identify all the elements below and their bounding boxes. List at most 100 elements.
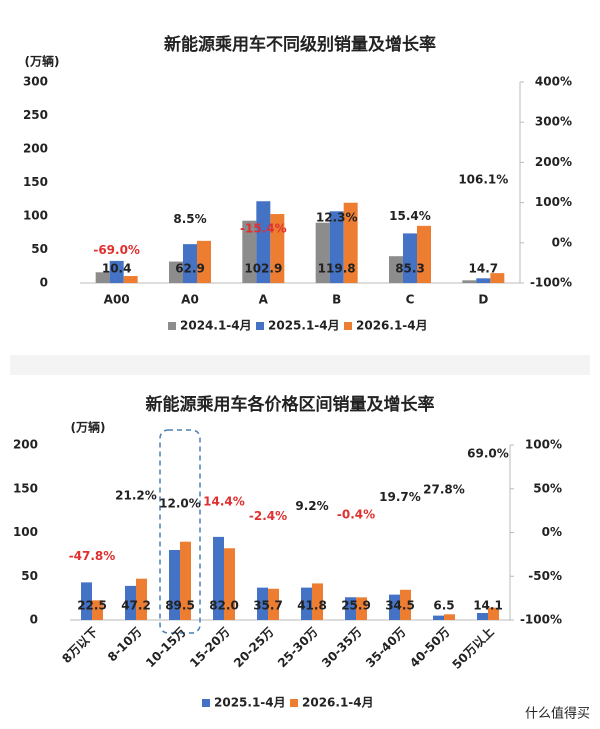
- y-tick-label: 0: [40, 276, 48, 290]
- growth-label: 9.2%: [295, 499, 328, 513]
- bar: [180, 541, 191, 620]
- growth-label: 21.2%: [115, 488, 157, 502]
- x-tick-label: D: [478, 293, 488, 307]
- y2-tick-label: 200%: [535, 155, 572, 169]
- data-label: 89.5: [165, 599, 195, 613]
- bar: [95, 272, 110, 283]
- bar: [462, 280, 477, 283]
- bar: [490, 273, 505, 283]
- bar: [270, 214, 285, 283]
- data-label: 10.4: [102, 262, 132, 276]
- legend-label: 2025.1-4月: [268, 319, 340, 333]
- y2-tick-label: -50%: [528, 569, 562, 583]
- bar: [356, 597, 367, 620]
- growth-label: 12.0%: [159, 497, 201, 511]
- data-label: 82.0: [209, 599, 239, 613]
- y-tick-label: 50: [21, 569, 38, 583]
- data-label: 14.1: [473, 599, 503, 613]
- bar: [312, 583, 323, 620]
- chart-title: 新能源乘用车各价格区间销量及增长率: [146, 394, 435, 415]
- bar: [433, 615, 444, 620]
- y-tick-label: 150: [23, 175, 48, 189]
- legend-swatch: [202, 699, 210, 707]
- y2-tick-label: 0%: [552, 235, 572, 249]
- legend-swatch: [290, 699, 298, 707]
- bar: [329, 211, 344, 283]
- data-label: 119.8: [318, 262, 356, 276]
- x-tick-label: A: [259, 293, 269, 307]
- bar: [197, 240, 211, 283]
- growth-label: -0.4%: [337, 507, 375, 521]
- y-tick-label: 300: [23, 75, 48, 89]
- bar: [343, 202, 358, 283]
- growth-label: 69.0%: [467, 447, 509, 461]
- bar: [257, 587, 268, 620]
- y2-tick-label: 0%: [542, 525, 562, 539]
- bar: [444, 614, 455, 620]
- y-tick-label: 200: [13, 438, 38, 452]
- y-axis-label: (万辆): [25, 54, 60, 69]
- growth-label: 15.4%: [389, 209, 431, 223]
- data-label: 102.9: [244, 262, 282, 276]
- growth-label: 106.1%: [458, 173, 508, 187]
- y2-tick-label: 50%: [533, 481, 562, 495]
- legend-label: 2026.1-4月: [302, 696, 374, 710]
- data-label: 6.5: [433, 599, 454, 613]
- legend-label: 2025.1-4月: [214, 696, 286, 710]
- bar: [301, 587, 312, 620]
- y-tick-label: 200: [23, 142, 48, 156]
- x-tick-label: A00: [104, 293, 130, 307]
- legend-swatch: [344, 322, 352, 330]
- data-label: 14.7: [469, 262, 499, 276]
- bar: [213, 536, 224, 620]
- separator: [10, 355, 590, 375]
- chart-title: 新能源乘用车不同级别销量及增长率: [164, 34, 436, 55]
- growth-label: -69.0%: [93, 243, 140, 257]
- bar: [242, 220, 257, 283]
- watermark: 什么值得买: [525, 706, 590, 722]
- y2-tick-label: 400%: [535, 75, 572, 89]
- growth-label: 27.8%: [423, 483, 465, 497]
- data-label: 41.8: [297, 599, 327, 613]
- data-label: 34.5: [385, 599, 415, 613]
- bar: [268, 588, 279, 620]
- growth-label: 8.5%: [173, 212, 206, 226]
- bar: [477, 613, 488, 620]
- bar: [400, 589, 411, 620]
- growth-label: -2.4%: [249, 509, 287, 523]
- legend-label: 2024.1-4月: [180, 319, 252, 333]
- growth-label: 19.7%: [379, 490, 421, 504]
- y2-tick-label: -100%: [530, 276, 572, 290]
- growth-label: -47.8%: [69, 549, 116, 563]
- bar: [389, 594, 400, 620]
- data-label: 85.3: [395, 262, 425, 276]
- x-tick-label: A0: [181, 293, 199, 307]
- growth-label: 12.3%: [316, 210, 358, 224]
- data-label: 35.7: [253, 599, 283, 613]
- bar: [389, 256, 403, 283]
- y-tick-label: 100: [13, 525, 38, 539]
- y2-tick-label: 300%: [535, 115, 572, 129]
- x-tick-label: C: [406, 293, 415, 307]
- bar: [256, 201, 271, 283]
- bar: [109, 260, 124, 283]
- legend-label: 2026.1-4月: [356, 319, 428, 333]
- bar: [315, 222, 330, 283]
- y-tick-label: 0: [30, 613, 38, 627]
- data-label: 62.9: [175, 262, 205, 276]
- bar: [125, 585, 136, 620]
- growth-label: 14.4%: [203, 494, 245, 508]
- legend-swatch: [256, 322, 264, 330]
- bar: [136, 578, 147, 620]
- bar: [403, 233, 417, 283]
- y2-tick-label: -100%: [520, 613, 562, 627]
- legend-swatch: [168, 322, 176, 330]
- data-label: 25.9: [341, 599, 371, 613]
- growth-label: -15.4%: [240, 221, 287, 235]
- highlight-box: [159, 429, 201, 634]
- bar: [169, 550, 180, 620]
- y-tick-label: 250: [23, 108, 48, 122]
- y-tick-label: 100: [23, 209, 48, 223]
- data-label: 22.5: [77, 599, 107, 613]
